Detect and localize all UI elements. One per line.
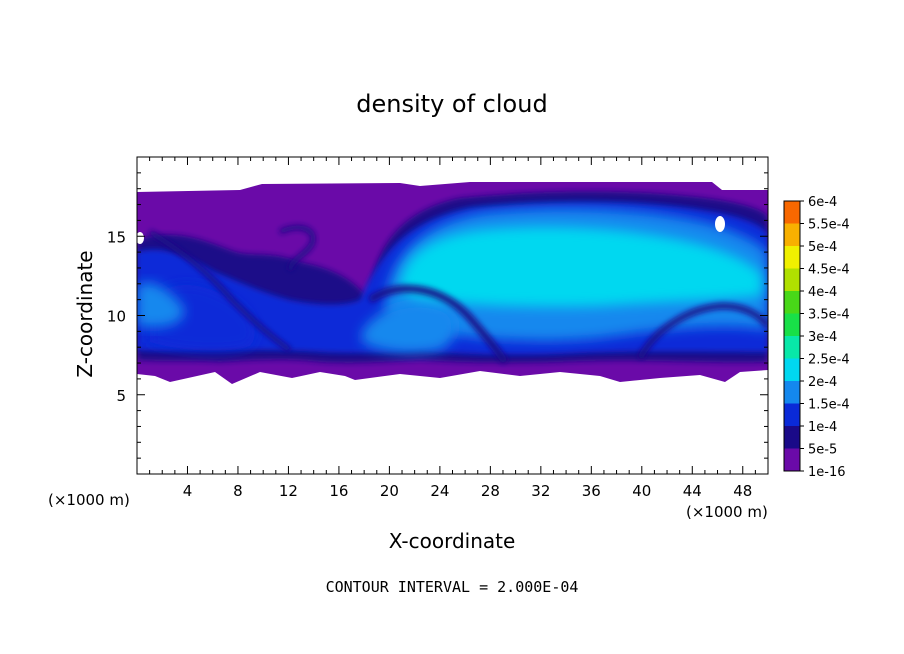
colorbar-label: 5e-5 — [808, 443, 837, 458]
colorbar-swatch — [784, 448, 800, 471]
contour-outline-upper-swirl — [278, 225, 316, 271]
x-tick-label: 36 — [582, 482, 601, 500]
colorbar-label: 2.5e-4 — [808, 353, 850, 368]
y-axis-label: Z-coordinate — [73, 250, 97, 377]
x-tick-label: 32 — [531, 482, 550, 500]
x-tick-label: 40 — [632, 482, 651, 500]
contour-outline-left-stripe — [148, 229, 292, 353]
y-axis-ticks — [137, 172, 768, 459]
colorbar-label: 5.5e-4 — [808, 218, 850, 233]
clear-patch — [715, 216, 725, 232]
colorbar-swatch — [784, 313, 800, 336]
contour-outline-center-cell — [367, 285, 508, 364]
x-tick-labels: 4 8 12 16 20 24 28 32 36 40 44 48 — [183, 482, 753, 500]
x-tick-label: 28 — [481, 482, 500, 500]
colorbar-swatch — [784, 381, 800, 404]
colorbar-labels: 1e-16 5e-5 1e-4 1.5e-4 2e-4 2.5e-4 3e-4 3.5e-4 4… — [808, 195, 850, 480]
colorbar-label: 3e-4 — [808, 330, 837, 345]
x-axis-ticks — [149, 157, 756, 474]
contour-field — [137, 182, 768, 384]
colorbar-swatch — [784, 403, 800, 426]
y-tick-label: 10 — [107, 308, 126, 326]
x-tick-label: 48 — [733, 482, 752, 500]
contour-level-1.5e-4-center — [362, 303, 456, 353]
colorbar-label: 1e-4 — [808, 420, 837, 435]
contour-interval-note: CONTOUR INTERVAL = 2.000E-04 — [326, 578, 579, 596]
y-tick-label: 5 — [116, 387, 126, 405]
colorbar-label: 1e-16 — [808, 465, 846, 480]
y-tick-labels: 5 10 15 — [107, 228, 126, 405]
contour-level-1.5e-4-left — [137, 282, 185, 328]
x-tick-label: 16 — [329, 482, 348, 500]
colorbar-swatch — [784, 426, 800, 449]
clear-patch — [137, 232, 144, 244]
y-tick-label: 15 — [107, 228, 126, 246]
x-tick-label: 20 — [380, 482, 399, 500]
colorbar-label: 1.5e-4 — [808, 398, 850, 413]
colorbar-swatch — [784, 201, 800, 224]
contour-level-2e-4 — [400, 226, 762, 307]
colorbar-label: 4e-4 — [808, 285, 837, 300]
colorbar-swatch — [784, 268, 800, 291]
x-tick-label: 4 — [183, 482, 193, 500]
colorbar-label: 5e-4 — [808, 240, 837, 255]
contour-outline-right-cell — [637, 302, 768, 360]
colorbar-label: 4.5e-4 — [808, 263, 850, 278]
chart-title: density of cloud — [356, 90, 547, 118]
colorbar-swatch — [784, 336, 800, 359]
colorbar-label: 6e-4 — [808, 195, 837, 210]
x-axis-label: X-coordinate — [389, 529, 516, 553]
colorbar-swatch — [784, 246, 800, 269]
x-tick-label: 8 — [233, 482, 243, 500]
x-tick-label: 12 — [279, 482, 298, 500]
x-tick-label: 24 — [430, 482, 449, 500]
x-unit-right: (×1000 m) — [686, 503, 768, 521]
colorbar-swatch — [784, 358, 800, 381]
colorbar-label: 2e-4 — [808, 375, 837, 390]
colorbar-swatch — [784, 223, 800, 246]
colorbar — [783, 200, 804, 472]
x-tick-label: 44 — [683, 482, 702, 500]
colorbar-swatch — [784, 291, 800, 314]
x-unit-left: (×1000 m) — [48, 491, 130, 509]
colorbar-label: 3.5e-4 — [808, 308, 850, 323]
